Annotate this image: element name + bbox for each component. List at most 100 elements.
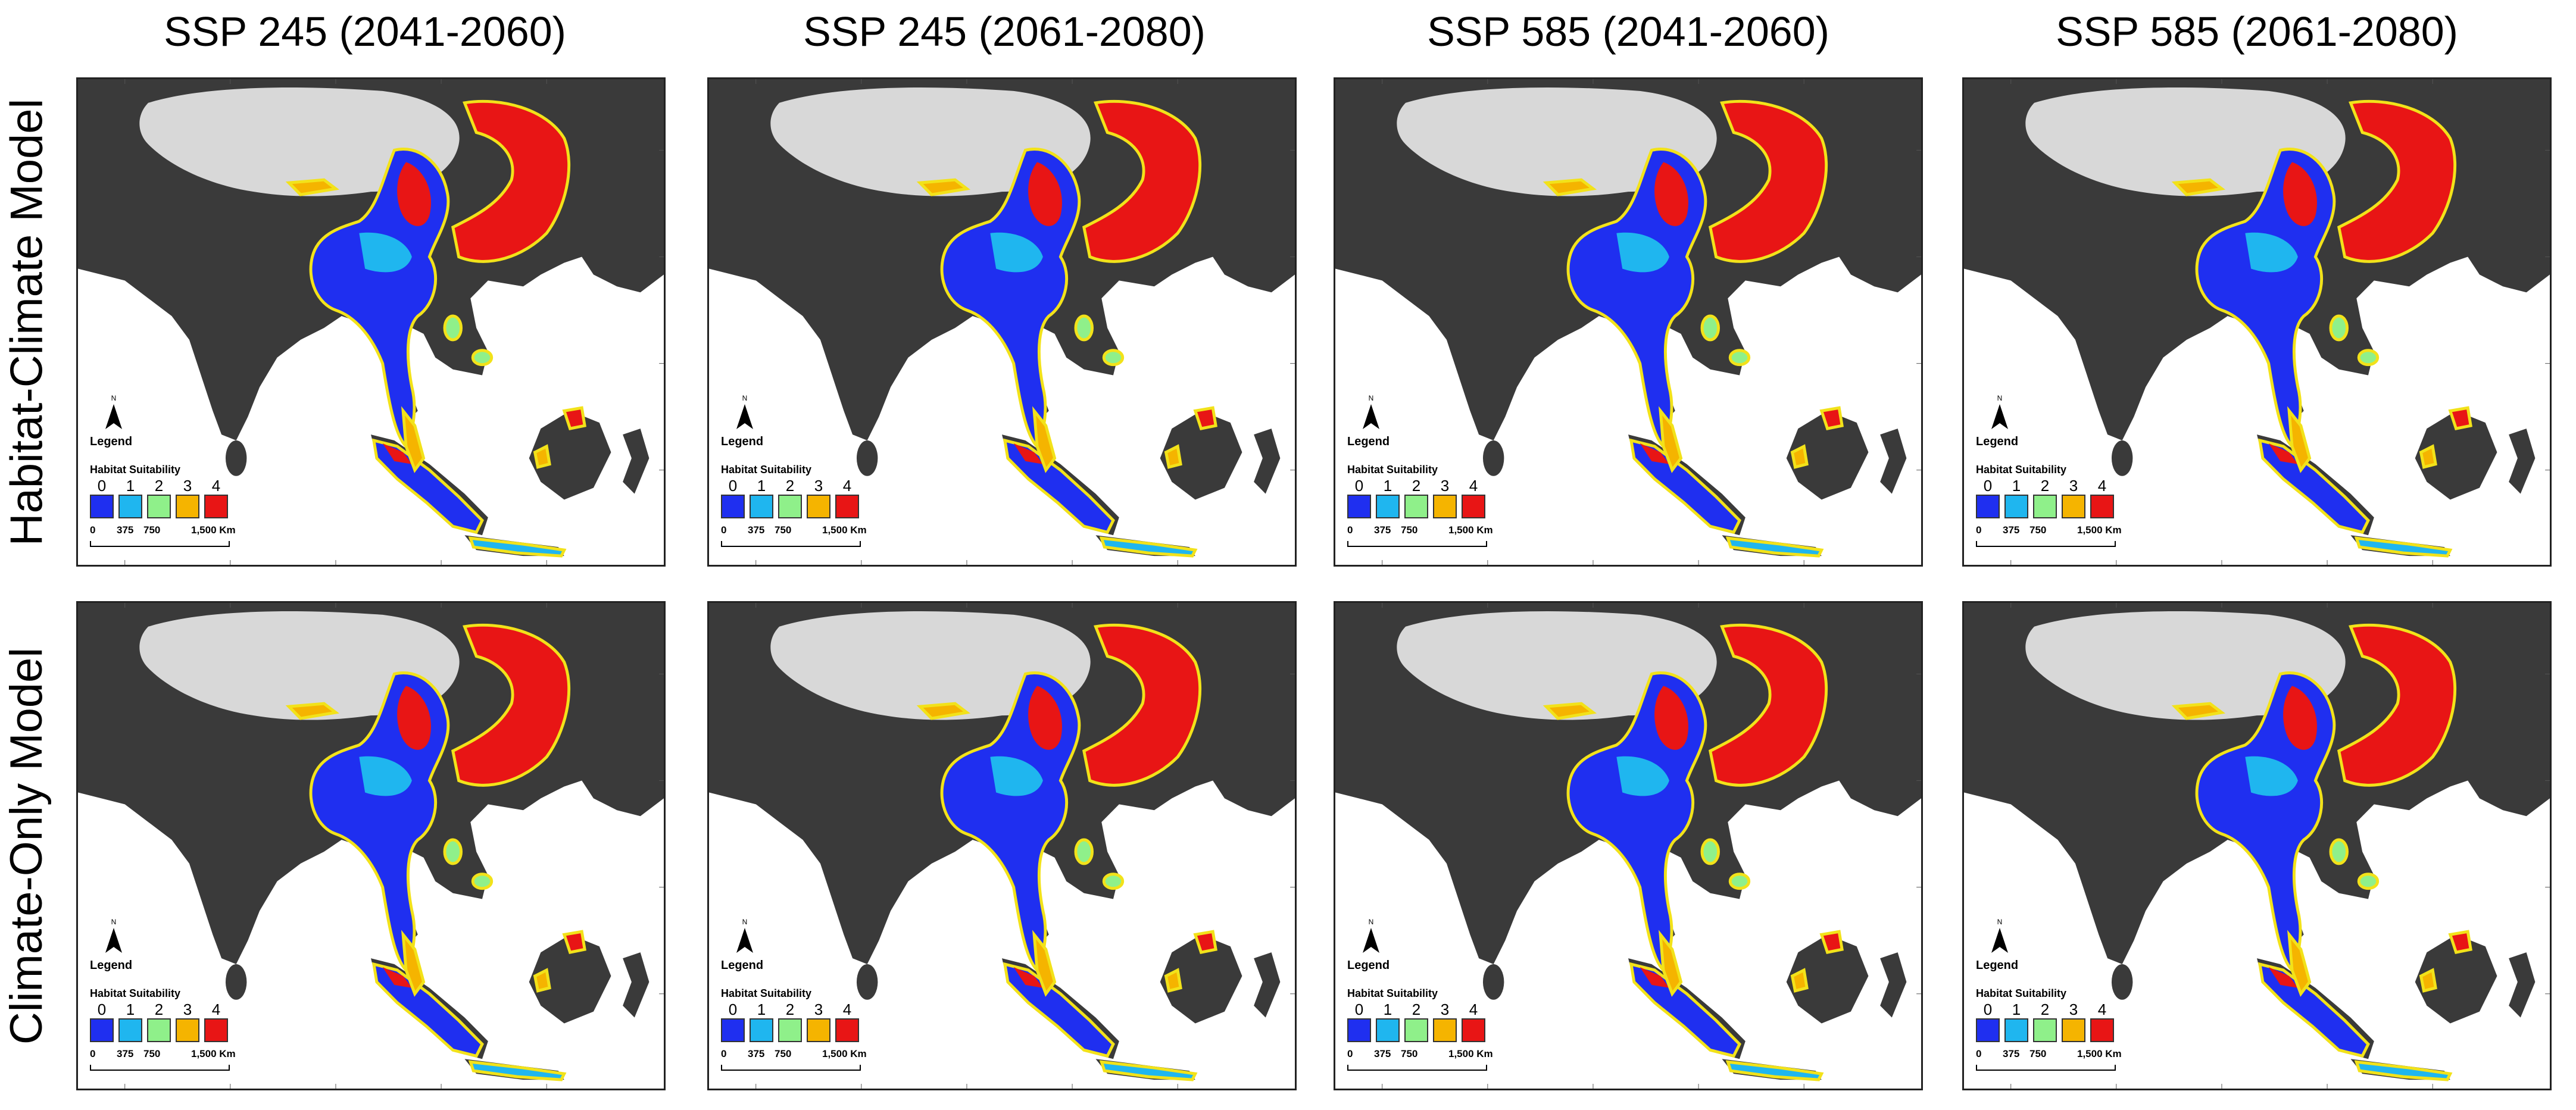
north-arrow-icon: N	[1991, 918, 2008, 953]
legend-class-0: 0	[721, 1000, 745, 1042]
legend-title: Legend	[721, 959, 764, 972]
legend-class-3: 3	[1433, 1000, 1457, 1042]
north-arrow-icon: N	[1363, 394, 1379, 429]
legend-class-3: 3	[176, 477, 199, 518]
legend-swatch	[1376, 495, 1400, 518]
legend-subtitle: Habitat Suitability	[721, 464, 812, 476]
graticule-ticks	[755, 603, 1295, 1089]
sri-lanka	[1482, 440, 1504, 476]
sulawesi	[1254, 429, 1281, 494]
himalaya-region	[2025, 611, 2346, 720]
map-legend: N Legend Habitat Suitability 0 1 2 3 4 0…	[1970, 392, 2125, 559]
legend-class-4: 4	[2090, 1000, 2114, 1042]
legend-class-label: 0	[97, 477, 107, 495]
sri-lanka	[2111, 964, 2133, 1000]
legend-swatch	[750, 1018, 773, 1042]
sri-lanka	[225, 440, 247, 476]
column-title-1: SSP 245 (2041-2060)	[164, 8, 566, 55]
legend-class-2: 2	[147, 1000, 171, 1042]
legend-class-4: 4	[204, 477, 228, 518]
scale-label: 0	[721, 524, 727, 536]
legend-subtitle: Habitat Suitability	[1347, 987, 1438, 999]
graticule-ticks	[2010, 603, 2550, 1089]
map-canvas	[1335, 79, 1921, 565]
column-title-3: SSP 585 (2041-2060)	[1427, 8, 1829, 55]
legend-class-1: 1	[2004, 477, 2028, 518]
legend-class-label: 1	[126, 477, 135, 495]
scale-label: 0	[90, 1048, 96, 1059]
legend-class-label: 4	[2097, 1000, 2107, 1018]
legend-class-label: 2	[785, 477, 795, 495]
legend-swatch	[90, 495, 114, 518]
scale-bar: 0 375 750 1,500 Km	[721, 1048, 870, 1078]
scale-label: 750	[1401, 1048, 1418, 1059]
scale-bar-line	[1347, 1065, 1487, 1071]
map-legend: N Legend Habitat Suitability 0 1 2 3 4 0…	[715, 392, 870, 559]
map-panel-r1-c3: N Legend Habitat Suitability 0 1 2 3 4 0…	[1334, 77, 1923, 567]
legend-class-label: 1	[757, 1000, 766, 1018]
scale-bar-line	[721, 541, 861, 547]
scale-label: 375	[2003, 1048, 2020, 1059]
scale-label: 1,500 Km	[822, 1048, 867, 1059]
legend-title: Legend	[1347, 435, 1390, 448]
legend-swatch	[2033, 495, 2057, 518]
legend-class-label: 2	[154, 477, 164, 495]
scale-label: 1,500 Km	[2077, 1048, 2122, 1059]
scale-label: 750	[143, 1048, 161, 1059]
svg-text:N: N	[742, 394, 748, 402]
legend-title: Legend	[90, 435, 133, 448]
legend-class-label: 2	[785, 1000, 795, 1018]
map-panel-r2-c4: N Legend Habitat Suitability 0 1 2 3 4 0…	[1962, 601, 2552, 1090]
suitability-range	[285, 99, 586, 558]
legend-class-4: 4	[1462, 1000, 1485, 1042]
legend-class-label: 4	[2097, 477, 2107, 495]
borneo	[2415, 411, 2497, 500]
svg-text:N: N	[1997, 918, 2003, 926]
map-canvas	[709, 603, 1295, 1089]
legend-title: Legend	[1976, 959, 2019, 972]
sulawesi	[1880, 429, 1907, 494]
legend-swatch	[1462, 1018, 1485, 1042]
legend-class-3: 3	[2062, 1000, 2085, 1042]
map-panel-r1-c2: N Legend Habitat Suitability 0 1 2 3 4 0…	[707, 77, 1297, 567]
legend-swatch	[1433, 1018, 1457, 1042]
north-arrow-icon: N	[1363, 918, 1379, 953]
svg-text:N: N	[1369, 918, 1374, 926]
scale-label: 375	[1374, 524, 1391, 536]
legend-class-3: 3	[2062, 477, 2085, 518]
legend-swatch	[1347, 495, 1371, 518]
graticule-ticks	[755, 79, 1295, 565]
legend-class-3: 3	[807, 1000, 830, 1042]
himalaya-region	[139, 611, 460, 720]
legend-class-1: 1	[2004, 1000, 2028, 1042]
legend-class-4: 4	[835, 1000, 859, 1042]
legend-class-label: 4	[211, 1000, 221, 1018]
legend-class-1: 1	[1376, 1000, 1400, 1042]
svg-text:N: N	[742, 918, 748, 926]
legend-class-label: 0	[1983, 1000, 1993, 1018]
svg-text:N: N	[1997, 394, 2003, 402]
sulawesi	[2509, 952, 2536, 1018]
legend-class-2: 2	[1404, 1000, 1428, 1042]
legend-class-label: 0	[1354, 477, 1364, 495]
map-panel-r1-c4: N Legend Habitat Suitability 0 1 2 3 4 0…	[1962, 77, 2552, 567]
scale-bar-line	[1347, 541, 1487, 547]
legend-title: Legend	[721, 435, 764, 448]
legend-class-1: 1	[750, 1000, 773, 1042]
sulawesi	[623, 952, 650, 1018]
legend-swatch	[1976, 495, 2000, 518]
scale-label: 0	[721, 1048, 727, 1059]
legend-class-0: 0	[90, 1000, 114, 1042]
himalaya-region	[1397, 611, 1717, 720]
legend-swatch	[204, 495, 228, 518]
legend-swatch	[750, 495, 773, 518]
legend-class-label: 3	[814, 477, 823, 495]
legend-class-label: 1	[126, 1000, 135, 1018]
row-label-habitat-climate: Habitat-Climate Model	[0, 77, 54, 567]
legend-class-label: 2	[1412, 1000, 1421, 1018]
legend-swatch	[778, 495, 802, 518]
borneo	[1786, 934, 1869, 1024]
legend-subtitle: Habitat Suitability	[90, 987, 181, 999]
legend-subtitle: Habitat Suitability	[1976, 464, 2067, 476]
legend-subtitle: Habitat Suitability	[1976, 987, 2067, 999]
